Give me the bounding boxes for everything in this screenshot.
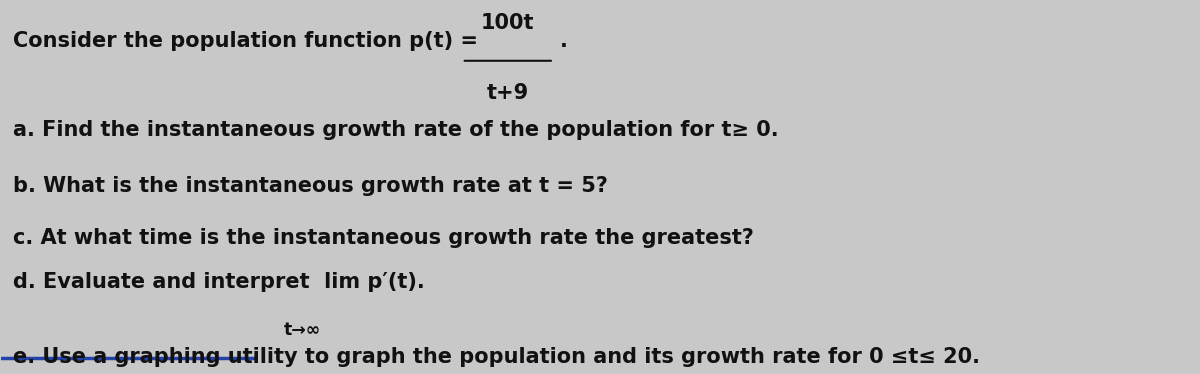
- Text: c. At what time is the instantaneous growth rate the greatest?: c. At what time is the instantaneous gro…: [13, 228, 754, 248]
- Text: t+9: t+9: [487, 83, 529, 103]
- Text: Consider the population function p(t) =: Consider the population function p(t) =: [13, 31, 478, 51]
- Text: 100t: 100t: [481, 12, 534, 33]
- Text: b. What is the instantaneous growth rate at t = 5?: b. What is the instantaneous growth rate…: [13, 176, 607, 196]
- Text: t→∞: t→∞: [283, 321, 320, 338]
- Text: a. Find the instantaneous growth rate of the population for t≥ 0.: a. Find the instantaneous growth rate of…: [13, 120, 779, 140]
- Text: .: .: [559, 31, 568, 51]
- Text: e. Use a graphing utility to graph the population and its growth rate for 0 ≤t≤ : e. Use a graphing utility to graph the p…: [13, 347, 980, 367]
- Text: d. Evaluate and interpret  lim p′(t).: d. Evaluate and interpret lim p′(t).: [13, 272, 425, 292]
